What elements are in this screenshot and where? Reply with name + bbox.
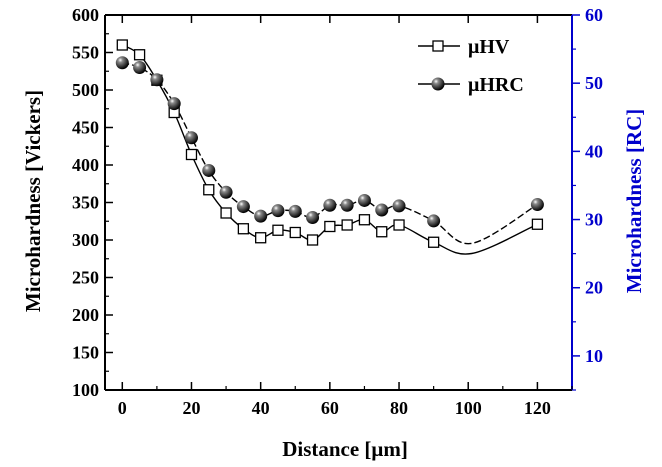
y-left-tick-label: 250: [72, 268, 99, 288]
y-axis-left-title: Microhardness [Vickers]: [21, 90, 45, 312]
data-point-uhrc: [271, 204, 285, 218]
data-point-uhrc: [375, 203, 389, 217]
data-point-uhrc: [306, 211, 320, 224]
data-point-uhv: [220, 207, 232, 219]
data-point-uhv: [237, 223, 250, 235]
data-point-uhrc: [392, 199, 406, 213]
data-point-uhv: [531, 218, 544, 230]
data-point-uhv: [203, 184, 215, 196]
data-point-uhv: [376, 226, 388, 238]
data-point-uhv: [358, 214, 371, 226]
data-point-uhrc: [133, 61, 147, 74]
y-left-tick-label: 350: [72, 193, 99, 213]
y-left-tick-label: 150: [72, 343, 99, 363]
data-point-uhrc: [357, 193, 371, 207]
y-left-tick-label: 300: [72, 230, 99, 250]
data-point-uhrc: [323, 198, 337, 212]
legend-label-uhv: μHV: [468, 36, 510, 58]
axis-ticks: 0 20 40 60 80 100 120 100 150 200 250 300 350 400 450 5…: [72, 5, 603, 418]
x-tick-label: 20: [182, 398, 200, 418]
x-tick-label: 80: [390, 398, 408, 418]
data-point-uhv: [116, 39, 128, 51]
data-point-uhrc: [167, 97, 181, 111]
y-right-tick-label: 30: [585, 210, 603, 230]
y-right-tick-label: 10: [585, 346, 603, 366]
legend-marker-uhv: [432, 40, 444, 52]
data-point-uhrc: [427, 214, 441, 228]
data-point-uhrc: [530, 198, 544, 212]
data-point-uhv: [393, 219, 405, 231]
data-point-uhv: [133, 49, 146, 61]
x-tick-label: 40: [252, 398, 270, 418]
y-left-tick-label: 600: [72, 5, 99, 25]
y-left-tick-label: 100: [72, 380, 99, 400]
legend-label-uhrc: μHRC: [468, 74, 524, 96]
y-left-tick-label: 500: [72, 80, 99, 100]
y-left-tick-label: 200: [72, 305, 99, 325]
data-point-uhrc: [150, 73, 164, 87]
plot-frame: [104, 14, 573, 391]
data-point-uhrc: [184, 131, 198, 145]
y-left-tick-label: 400: [72, 155, 99, 175]
x-tick-label: 0: [118, 398, 127, 418]
data-point-uhrc: [288, 204, 302, 218]
data-point-uhv: [306, 234, 319, 246]
legend-marker-uhrc: [431, 77, 445, 91]
data-point-uhrc: [254, 209, 268, 223]
x-tick-label: 100: [455, 398, 482, 418]
x-tick-label: 60: [321, 398, 339, 418]
data-point-uhv: [255, 232, 267, 244]
data-point-uhv: [272, 224, 284, 236]
x-tick-label: 120: [524, 398, 551, 418]
data-point-uhv: [185, 148, 198, 161]
data-point-uhrc: [115, 56, 129, 70]
legend: μHV μHRC: [418, 36, 524, 96]
y-right-tick-label: 60: [585, 5, 603, 25]
data-point-uhrc: [202, 163, 216, 177]
data-point-uhv: [341, 219, 353, 231]
y-left-tick-label: 550: [72, 43, 99, 63]
y-right-tick-label: 50: [585, 73, 603, 93]
data-point-uhv: [427, 236, 440, 248]
data-point-uhrc: [340, 198, 354, 212]
data-point-uhrc: [236, 200, 250, 214]
data-point-uhv: [289, 226, 301, 239]
data-point-uhv: [324, 220, 336, 233]
y-axis-right-title: Microhardness [RC]: [622, 109, 646, 294]
y-right-tick-label: 20: [585, 278, 603, 298]
y-left-tick-label: 450: [72, 118, 99, 138]
data-marks: [115, 39, 544, 248]
y-right-tick-label: 40: [585, 141, 603, 161]
x-axis-title: Distance [μm]: [282, 437, 408, 461]
data-point-uhrc: [219, 185, 233, 199]
